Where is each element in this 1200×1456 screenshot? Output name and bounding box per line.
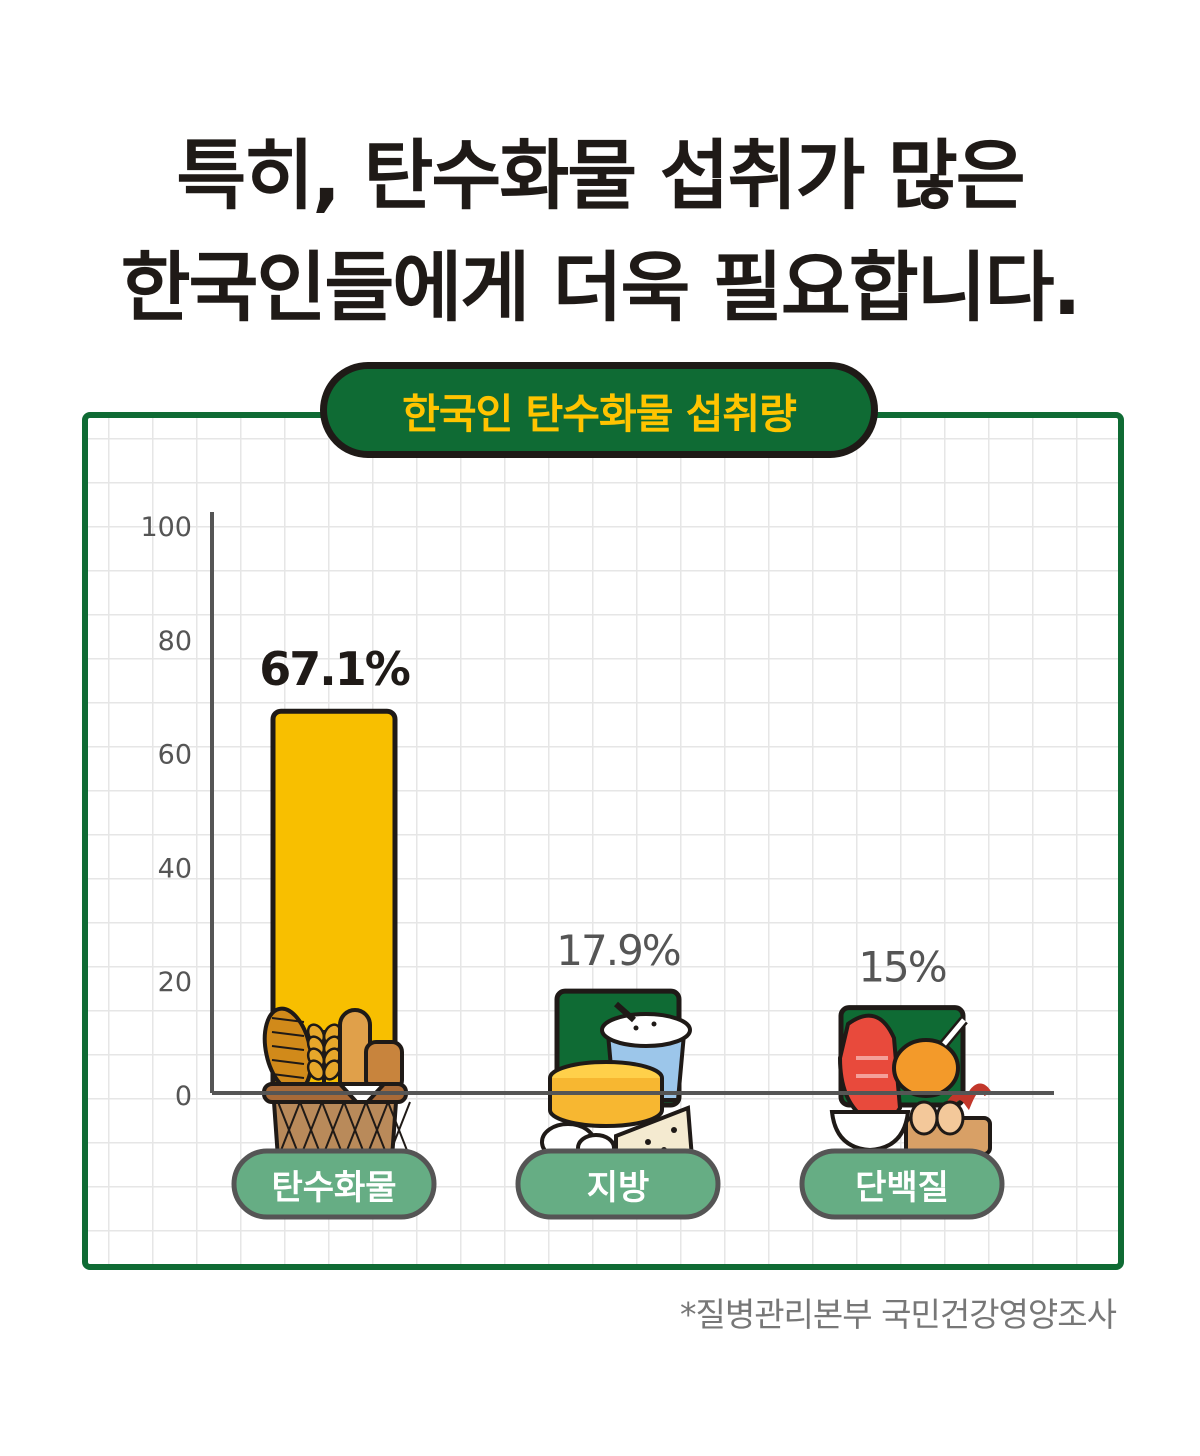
category-pill-1 — [515, 1148, 721, 1220]
y-tick-label-40: 40 — [158, 853, 192, 884]
category-pill-2 — [799, 1148, 1005, 1220]
headline-line-1: 특히, 탄수화물 섭취가 많은 — [176, 131, 1025, 220]
chart-frame: 0 20 40 60 80 100 67.1% 17.9% 15% 탄수화물 지방 단백질 — [82, 412, 1124, 1270]
chart-title-pill: 한국인 탄수화물 섭취량 — [320, 362, 878, 458]
category-label-2: 단백질 — [855, 1168, 949, 1208]
y-tick-label-100: 100 — [140, 512, 192, 543]
bar-chart: 0 20 40 60 80 100 67.1% 17.9% 15% 탄수화물 지방 단백질 — [140, 512, 1054, 1220]
headline-line-2: 한국인들에게 더욱 필요합니다. — [120, 243, 1082, 332]
y-tick-label-80: 80 — [158, 626, 192, 657]
value-label-0: 67.1% — [259, 642, 409, 696]
y-tick-label-20: 20 — [158, 967, 192, 998]
bread-basket-icon — [262, 1006, 411, 1160]
category-pill-0 — [231, 1148, 437, 1220]
source-note: *질병관리본부 국민건강영양조사 — [679, 1295, 1117, 1334]
y-tick-label-0: 0 — [175, 1081, 192, 1112]
y-tick-label-60: 60 — [158, 740, 192, 771]
category-label-0: 탄수화물 — [271, 1168, 396, 1208]
value-label-2: 15% — [858, 943, 945, 992]
value-label-1: 17.9% — [556, 926, 680, 975]
chart-title: 한국인 탄수화물 섭취량 — [402, 390, 797, 438]
category-label-1: 지방 — [587, 1168, 650, 1208]
cheese-yogurt-icon — [540, 1001, 695, 1163]
